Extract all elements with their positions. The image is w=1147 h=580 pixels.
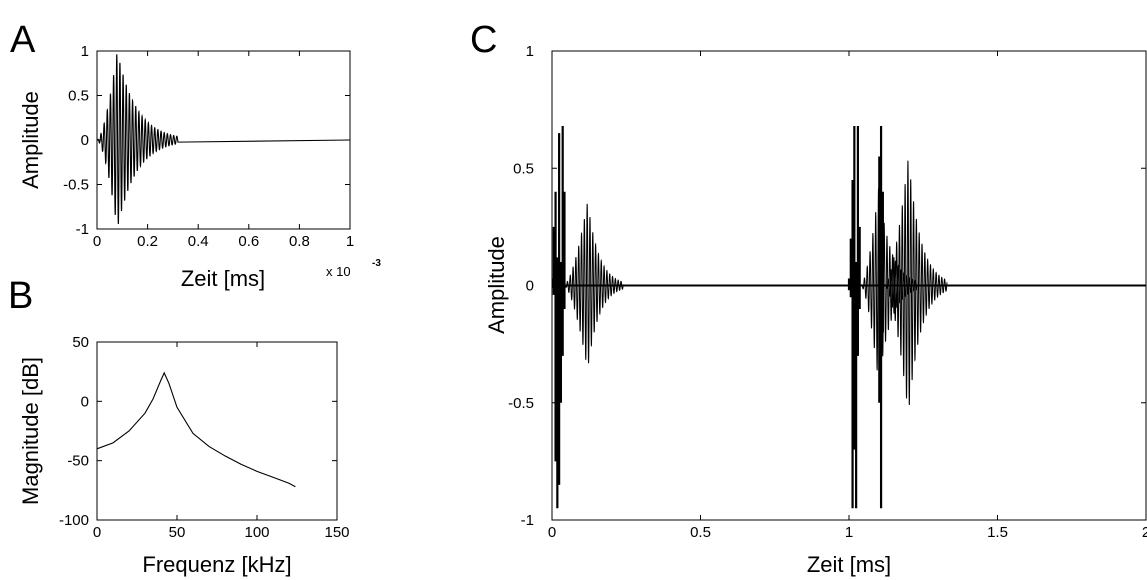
chart-c: 0 0.5 1 1.5 2 -1 -0.5 0 0.5 1 Zeit [ms] Amplitude <box>484 43 1147 577</box>
chart-a-ytick-label: 0.5 <box>68 88 89 105</box>
chart-a-ytick-label: 0 <box>81 132 89 149</box>
chart-c-xlabel: Zeit [ms] <box>807 552 891 577</box>
chart-c-ytick-label: -0.5 <box>508 395 534 412</box>
chart-b-xtick-label: 150 <box>324 524 349 541</box>
chart-a-x-multiplier-base: x 10 <box>326 264 351 279</box>
panel-label-b: B <box>8 275 33 317</box>
chart-b-xtick-label: 50 <box>169 524 186 541</box>
chart-b-ytick-label: 50 <box>72 334 89 351</box>
chart-b-xtick-label: 100 <box>244 524 269 541</box>
chart-c-ticks: 0 0.5 1 1.5 2 -1 -0.5 0 0.5 1 <box>508 43 1147 541</box>
chart-c-burst <box>884 160 948 406</box>
chart-a-ytick-label: -1 <box>76 221 89 238</box>
chart-b-ytick-label: -100 <box>59 512 89 529</box>
chart-b-ylabel: Magnitude [dB] <box>18 357 43 505</box>
chart-b-ytick-label: -50 <box>67 453 89 470</box>
panel-label-a: A <box>10 19 36 61</box>
chart-a-ytick-label: -0.5 <box>63 177 89 194</box>
chart-c-xtick-label: 1 <box>845 524 853 541</box>
chart-b-marks <box>96 371 296 488</box>
chart-a-series-line <box>96 54 351 225</box>
chart-b-xlabel: Frequenz [kHz] <box>142 552 291 577</box>
chart-b-ytick-label: 0 <box>81 393 89 410</box>
chart-a-xtick-label: 0.2 <box>137 233 158 250</box>
chart-c-burst <box>563 203 624 364</box>
chart-c-ytick-label: 0 <box>526 278 534 295</box>
chart-c-xtick-label: 2 <box>1142 524 1147 541</box>
chart-a-ticks: 0 0.2 0.4 0.6 0.8 1 -1 -0.5 0 0.5 1 <box>63 43 354 250</box>
chart-c-xtick-label: 1.5 <box>987 524 1008 541</box>
chart-a-ylabel: Amplitude <box>18 91 43 189</box>
chart-b-xtick-label: 0 <box>93 524 101 541</box>
chart-c-xtick-label: 0 <box>548 524 556 541</box>
chart-a-xlabel: Zeit [ms] <box>181 266 265 291</box>
chart-a: 0 0.2 0.4 0.6 0.8 1 -1 -0.5 0 0.5 1 Zeit [ms] Ampl… <box>18 43 381 291</box>
chart-b: 0 50 100 150 -100 -50 0 50 Frequenz [kHz] Magni… <box>18 334 350 577</box>
chart-c-ytick-label: 0.5 <box>513 160 534 177</box>
chart-a-x-multiplier-exponent: -3 <box>372 258 381 269</box>
chart-b-series-line <box>96 371 296 488</box>
chart-c-marks <box>551 126 1146 509</box>
chart-a-ytick-label: 1 <box>81 43 89 60</box>
chart-c-ytick-label: 1 <box>526 43 534 60</box>
chart-a-xtick-label: 0 <box>93 233 101 250</box>
chart-a-marks <box>96 54 351 225</box>
chart-a-xtick-label: 1 <box>346 233 354 250</box>
chart-b-ticks: 0 50 100 150 -100 -50 0 50 <box>59 334 350 541</box>
chart-a-xtick-label: 0.4 <box>188 233 209 250</box>
chart-c-ytick-label: -1 <box>521 512 534 529</box>
panel-label-c: C <box>470 19 497 61</box>
chart-b-axes-box <box>96 341 338 521</box>
chart-c-xtick-label: 0.5 <box>690 524 711 541</box>
chart-a-xtick-label: 0.8 <box>289 233 310 250</box>
chart-c-ylabel: Amplitude <box>484 236 509 334</box>
chart-a-xtick-label: 0.6 <box>238 233 259 250</box>
